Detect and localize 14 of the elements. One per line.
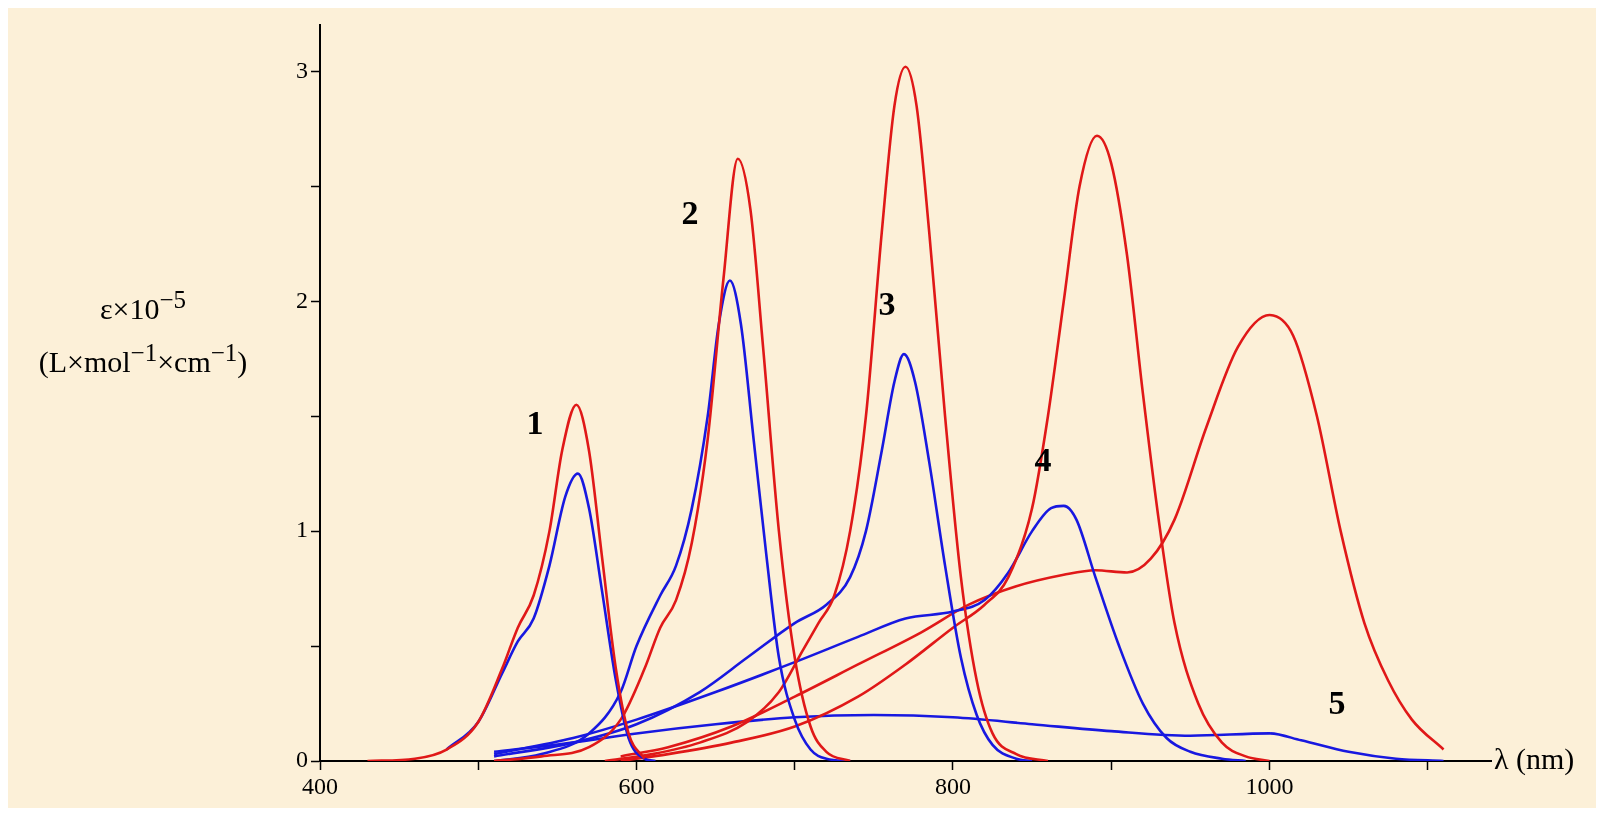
y-tick-label: 2 bbox=[296, 286, 308, 313]
x-tick-label: 600 bbox=[618, 772, 655, 799]
text: ε×10$^{−5}$ (L×mol$^{−1}$×cm$^{−1}$) bbox=[38, 286, 248, 378]
x-tick-label: 800 bbox=[934, 772, 971, 799]
annotation: 1 bbox=[526, 403, 544, 441]
x-tick-label: 1000 bbox=[1245, 772, 1294, 799]
annotation: 5 bbox=[1328, 683, 1346, 721]
y-tick-label: 3 bbox=[296, 56, 308, 83]
y-tick-label: 0 bbox=[296, 746, 308, 773]
x-tick-label: 400 bbox=[302, 772, 338, 799]
annotation: 3 bbox=[878, 284, 896, 322]
annotation: 2 bbox=[681, 193, 699, 231]
x-axis-title: λ (nm) bbox=[1494, 742, 1575, 776]
y-tick-label: 1 bbox=[296, 516, 308, 543]
